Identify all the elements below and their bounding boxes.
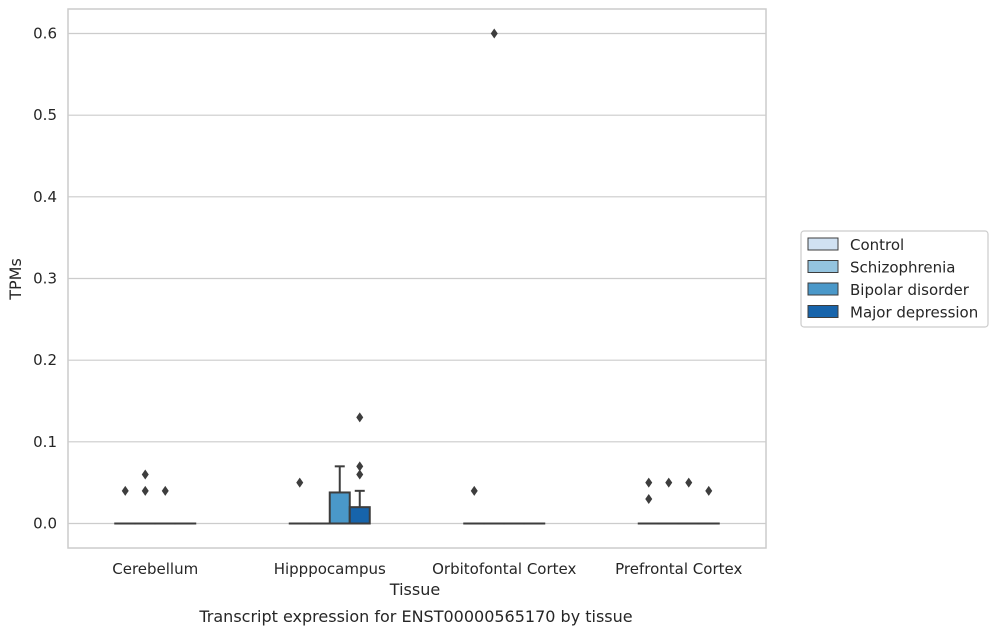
outlier-point xyxy=(645,494,652,504)
outlier-point xyxy=(665,478,672,488)
box-group xyxy=(135,470,155,524)
y-tick-label: 0.3 xyxy=(33,270,57,288)
legend-label: Schizophrenia xyxy=(850,259,955,277)
legend-swatch xyxy=(808,306,838,318)
outlier-point xyxy=(356,461,363,471)
x-tick-label: Orbitofontal Cortex xyxy=(432,560,576,578)
box xyxy=(330,492,350,523)
legend-label: Major depression xyxy=(850,304,978,322)
x-tick-label: Cerebellum xyxy=(112,560,198,578)
outlier-point xyxy=(142,470,149,480)
y-axis-ticks: 0.0 0.1 0.2 0.3 0.4 0.5 0.6 xyxy=(33,25,57,533)
box-group xyxy=(679,478,699,524)
box-group xyxy=(330,466,350,523)
grid-lines xyxy=(68,34,766,524)
legend-label: Control xyxy=(850,236,904,254)
y-axis-label: TPMs xyxy=(6,258,25,301)
outlier-point xyxy=(645,478,652,488)
legend-swatch xyxy=(808,283,838,295)
box-group xyxy=(155,486,175,524)
outlier-point xyxy=(356,412,363,422)
legend: Control Schizophrenia Bipolar disorder Majo… xyxy=(801,231,988,327)
outlier-point xyxy=(705,486,712,496)
box-group xyxy=(350,412,370,523)
chart-caption: Transcript expression for ENST0000056517… xyxy=(198,607,632,626)
box-group xyxy=(639,478,659,524)
box-plot-marks xyxy=(115,29,719,524)
y-tick-label: 0.6 xyxy=(33,25,57,43)
legend-swatch xyxy=(808,261,838,273)
outlier-point xyxy=(685,478,692,488)
y-tick-label: 0.5 xyxy=(33,106,57,124)
box-group xyxy=(659,478,679,524)
outlier-point xyxy=(491,29,498,39)
y-tick-label: 0.0 xyxy=(33,515,57,533)
box-group xyxy=(290,478,310,524)
legend-label: Bipolar disorder xyxy=(850,281,970,299)
outlier-point xyxy=(296,478,303,488)
y-tick-label: 0.4 xyxy=(33,188,57,206)
x-axis-ticks: Cerebellum Hipppocampus Orbitofontal Corte… xyxy=(112,560,742,578)
x-tick-label: Prefrontal Cortex xyxy=(615,560,742,578)
outlier-point xyxy=(471,486,478,496)
box-group xyxy=(699,486,719,524)
outlier-point xyxy=(142,486,149,496)
legend-swatch xyxy=(808,238,838,250)
x-tick-label: Hipppocampus xyxy=(274,560,386,578)
outlier-point xyxy=(122,486,129,496)
box-group xyxy=(115,486,135,524)
box-group xyxy=(484,29,504,524)
box-group xyxy=(464,486,484,524)
x-axis-label: Tissue xyxy=(389,580,440,599)
box xyxy=(350,507,370,523)
outlier-point xyxy=(162,486,169,496)
y-tick-label: 0.2 xyxy=(33,351,57,369)
y-tick-label: 0.1 xyxy=(33,433,57,451)
